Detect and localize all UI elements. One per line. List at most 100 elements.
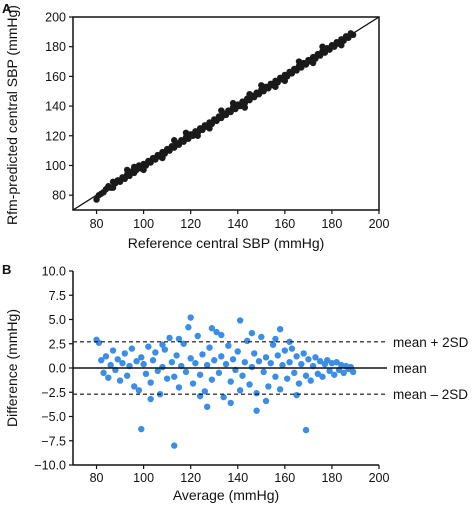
panel-b-point — [272, 373, 279, 380]
panel-b-point — [182, 368, 190, 376]
panel-a-point — [229, 99, 237, 107]
panel-b-point — [251, 350, 258, 357]
panel-a-point — [295, 58, 303, 65]
panel-b-point — [185, 324, 192, 331]
panel-b-point — [199, 351, 206, 358]
panel-a-point — [206, 125, 213, 132]
panel-a-point — [140, 166, 147, 174]
panel-b-point — [236, 317, 244, 324]
panel-b-point — [286, 338, 293, 346]
panel-b-point — [349, 368, 357, 376]
panel-b-point — [253, 407, 260, 414]
panel-b-point — [95, 339, 103, 346]
panel-b-point — [255, 358, 263, 365]
panel-a-point — [319, 43, 326, 50]
panel-a-point — [109, 184, 117, 191]
panel-b-x-axis-label: Average (mmHg) — [173, 487, 279, 503]
panel-a-x-tick-label: 120 — [180, 217, 201, 231]
panel-a-x-ticks: 80 100 120 140 160 180 200 — [90, 210, 389, 231]
panel-b-point — [333, 358, 340, 366]
panel-b-point — [220, 393, 227, 401]
panel-a-point — [246, 91, 253, 98]
panel-b-point — [225, 342, 232, 349]
panel-b-y-tick-label: −7.5 — [41, 434, 66, 448]
panel-b-letter: B — [2, 262, 11, 277]
panel-b-point — [215, 369, 223, 377]
panel-b-point — [262, 354, 270, 361]
panel-b-point — [196, 371, 204, 378]
panel-b-point — [269, 341, 277, 348]
panel-b-x-tick-label: 180 — [321, 471, 342, 485]
panel-b-point — [272, 335, 279, 343]
panel-b-point — [161, 346, 168, 353]
panel-a-point — [123, 166, 131, 174]
panel-b-point — [276, 326, 284, 333]
panel-b-point — [248, 363, 256, 371]
panel-b-point — [208, 376, 216, 383]
panel-b-point — [208, 325, 216, 332]
panel-b-points — [93, 314, 357, 449]
panel-b-x-ticks: 80 100 120 140 160 180 200 — [90, 465, 390, 485]
panel-b-point — [293, 353, 300, 360]
panel-b-point — [109, 347, 117, 354]
panel-b-y-tick-label: 0.0 — [49, 362, 66, 376]
panel-b-point — [331, 371, 338, 378]
panel-b-point — [295, 380, 303, 387]
panel-a-points — [93, 30, 357, 203]
panel-b-point — [147, 395, 154, 403]
panel-b-point — [145, 343, 152, 350]
panel-a-letter: A — [2, 1, 12, 16]
panel-b-point — [319, 373, 326, 380]
panel-a-point — [241, 104, 249, 111]
panel-b-point — [128, 345, 136, 352]
panel-a-y-ticks: 80 100 120 140 160 180 200 — [45, 11, 73, 203]
panel-b-point — [326, 367, 333, 375]
panel-b-point — [171, 373, 178, 380]
panel-b-y-tick-label: 5.0 — [49, 313, 66, 327]
panel-b-point — [173, 352, 180, 359]
panel-b-point — [302, 372, 310, 379]
panel-b-point — [168, 358, 176, 366]
panel-b-point — [316, 358, 324, 365]
panel-b-point — [131, 383, 138, 390]
panel-b-y-tick-label: −10.0 — [34, 459, 66, 473]
panel-a-point — [258, 82, 265, 89]
panel-b-point — [276, 386, 284, 393]
panel-b-point — [241, 358, 249, 366]
panel-b-point — [187, 314, 194, 321]
panel-b-x-tick-label: 200 — [369, 471, 390, 485]
panel-b: B mean + 2SD mean mean – 2SD 80 100 120 140… — [2, 262, 469, 503]
panel-b-point — [116, 377, 124, 384]
panel-b-point — [154, 367, 161, 375]
panel-a-y-tick-label: 200 — [45, 11, 66, 25]
panel-b-point — [222, 360, 230, 368]
panel-a-point — [218, 107, 225, 114]
panel-b-y-tick-label: −5.0 — [41, 410, 66, 424]
panel-b-point — [213, 328, 220, 336]
panel-a-x-tick-label: 160 — [274, 217, 295, 231]
panel-b-point — [274, 352, 281, 359]
panel-b-point — [135, 387, 143, 394]
upper-limit-label: mean + 2SD — [393, 335, 469, 350]
panel-a-point — [338, 42, 345, 49]
panel-b-point — [192, 359, 199, 367]
panel-b-point — [227, 378, 234, 385]
panel-b-point — [227, 399, 234, 407]
panel-b-point — [267, 359, 274, 367]
panel-a-point — [309, 59, 317, 67]
panel-b-x-tick-label: 80 — [90, 471, 104, 485]
panel-b-x-tick-label: 100 — [133, 471, 154, 485]
panel-a-point — [159, 154, 166, 162]
panel-b-point — [123, 372, 131, 379]
panel-a-point — [272, 83, 279, 90]
panel-b-point — [194, 332, 201, 340]
panel-b-point — [324, 357, 331, 364]
panel-b-y-axis-label: Difference (mmHg) — [4, 309, 20, 427]
panel-b-point — [234, 348, 241, 355]
panel-b-point — [211, 357, 218, 364]
panel-b-y-tick-label: 10.0 — [42, 265, 66, 279]
lower-limit-label: mean – 2SD — [393, 387, 468, 402]
panel-b-x-tick-label: 140 — [227, 471, 248, 485]
panel-a-y-tick-label: 80 — [52, 189, 66, 203]
panel-b-point — [281, 347, 289, 354]
